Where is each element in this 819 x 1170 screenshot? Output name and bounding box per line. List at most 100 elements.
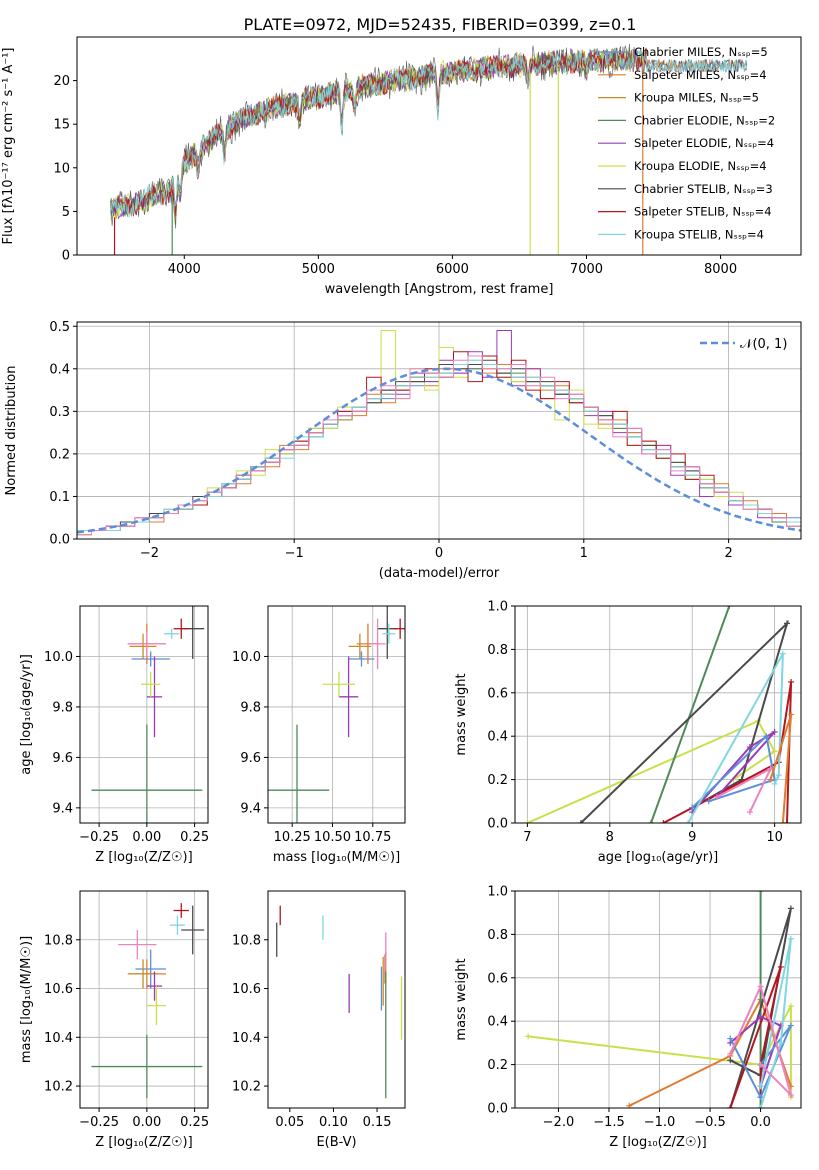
errorbar-point xyxy=(146,971,163,1001)
weight-point-marker xyxy=(783,820,790,823)
errorbar-point xyxy=(382,623,396,644)
weight-point-marker xyxy=(685,820,692,823)
x-axis-label: wavelength [Angstrom, rest frame] xyxy=(325,282,554,297)
plot-area xyxy=(77,330,801,539)
legend-label: Kroupa ELODIE, Nₛₛₚ=4 xyxy=(634,159,767,173)
panel-mass_weight_vs_Z: −2.0 −1.5 −1.0 −0.5 0.0 0.0 0.2 0.4 0.6 0.8 1.0 Z [… xyxy=(454,885,802,1150)
axes-overlay: −0.25 0.00 0.25 10.2 10.4 10.6 10.8 Z [log₁₀(Z/… xyxy=(19,890,209,1150)
y-tick-label: 9.6 xyxy=(240,751,261,766)
weight-point-marker xyxy=(757,891,764,894)
x-tick-label: 0.10 xyxy=(319,1115,348,1130)
y-tick-label: 1.0 xyxy=(487,885,508,900)
panel-mass_vs_Z: −0.25 0.00 0.25 10.2 10.4 10.6 10.8 Z [log₁₀(Z/… xyxy=(19,890,209,1150)
weight-point-marker xyxy=(757,983,764,990)
x-tick-label: 0.00 xyxy=(132,830,161,845)
plot-area xyxy=(524,606,795,823)
y-tick-label: 0.4 xyxy=(487,1015,508,1030)
errorbar-point xyxy=(393,618,405,639)
errorbar-point xyxy=(338,656,359,738)
weight-point-marker xyxy=(757,1013,764,1020)
x-axis-label: Z [log₁₀(Z/Z☉)] xyxy=(95,1135,192,1150)
x-tick-label: 8 xyxy=(606,830,614,845)
y-tick-label: 10.4 xyxy=(44,1031,73,1046)
axes-overlay: −2.0 −1.5 −1.0 −0.5 0.0 0.0 0.2 0.4 0.6 0.8 1.0 Z [… xyxy=(454,885,802,1150)
weight-point-marker xyxy=(787,1003,794,1010)
plot-area xyxy=(525,891,794,1108)
y-tick-label: 0.3 xyxy=(49,405,70,420)
y-tick-label: 9.8 xyxy=(52,700,73,715)
axes-overlay: 4000 5000 6000 7000 8000 0 5 10 15 20 wavelength [… xyxy=(1,36,802,297)
axes-overlay: 10.25 10.50 10.75 9.4 9.6 9.8 10.0 mass [log₁₀(… xyxy=(232,605,406,865)
x-tick-label: −2.0 xyxy=(543,1115,575,1130)
weight-point-marker xyxy=(705,798,712,805)
plot-area xyxy=(91,606,205,823)
y-tick-label: 0.5 xyxy=(49,320,70,335)
x-axis-label: Z [log₁₀(Z/Z☉)] xyxy=(95,850,192,865)
x-tick-label: 0.15 xyxy=(363,1115,392,1130)
panel-mass_weight_vs_age: 7 8 9 10 0.0 0.2 0.4 0.6 0.8 1.0 age [log₁₀(age/yr… xyxy=(454,600,802,865)
panel-age_vs_Z: −0.25 0.00 0.25 9.4 9.6 9.8 10.0 Z [log₁₀(Z/Z☉)… xyxy=(19,605,209,865)
histogram-series-step xyxy=(77,355,801,539)
errorbar-point xyxy=(146,986,166,1026)
errorbar-point xyxy=(135,949,166,989)
panel-age_vs_mass: 10.25 10.50 10.75 9.4 9.6 9.8 10.0 mass [log₁₀(… xyxy=(232,605,406,865)
errorbar-point xyxy=(91,724,203,823)
weight-point-marker xyxy=(757,1105,764,1108)
y-tick-label: 9.8 xyxy=(240,700,261,715)
y-tick-label: 10.2 xyxy=(44,1080,73,1095)
x-tick-label: 4000 xyxy=(168,262,201,277)
axes-frame xyxy=(514,890,802,1109)
errorbar-point xyxy=(181,905,205,955)
x-tick-label: 10.75 xyxy=(354,830,391,845)
errorbar-point xyxy=(268,724,330,823)
weight-point-marker xyxy=(757,1061,764,1068)
y-axis-label: Flux [fλ10⁻¹⁷ erg cm⁻² s⁻¹ A⁻¹] xyxy=(1,48,16,245)
axes-frame xyxy=(76,36,802,256)
spectrum-series-line xyxy=(110,47,647,225)
x-tick-label: 7 xyxy=(523,830,531,845)
y-tick-label: 10.0 xyxy=(232,650,261,665)
weight-point-marker xyxy=(788,678,795,685)
x-tick-label: 10.25 xyxy=(274,830,311,845)
errorbar-point xyxy=(164,628,180,639)
weight-point-marker xyxy=(771,748,778,755)
x-tick-label: −1 xyxy=(285,546,304,561)
errorbar-point xyxy=(348,633,372,659)
legend-label: Salpeter ELODIE, Nₛₛₚ=4 xyxy=(634,136,774,150)
weight-point-marker xyxy=(771,780,778,787)
y-tick-label: 0.0 xyxy=(49,533,70,548)
axes-overlay: −2 −1 0 1 2 0.0 0.1 0.2 0.3 0.4 0.5 (data-model)/er… xyxy=(4,320,802,581)
x-tick-label: 2 xyxy=(724,546,732,561)
weight-point-marker xyxy=(779,820,786,823)
errorbar-point xyxy=(129,959,157,989)
weight-point-marker xyxy=(689,804,696,811)
weight-point-marker xyxy=(783,620,790,627)
x-tick-label: −0.25 xyxy=(79,830,119,845)
weight-point-marker xyxy=(726,606,733,609)
legend: Chabrier MILES, Nₛₛₚ=5 Salpeter MILES, Nₛ… xyxy=(598,45,775,241)
x-tick-label: 10.50 xyxy=(314,830,351,845)
errorbar-point xyxy=(173,618,189,639)
x-tick-label: −0.5 xyxy=(694,1115,726,1130)
errorbar-point xyxy=(146,656,163,738)
x-tick-label: 0.25 xyxy=(180,830,209,845)
errorbar-point xyxy=(127,631,166,657)
weight-point-marker xyxy=(775,772,782,779)
y-tick-label: 0.1 xyxy=(49,490,70,505)
errorbar-point xyxy=(173,903,189,918)
y-tick-label: 0.0 xyxy=(487,1102,508,1117)
y-tick-label: 10.2 xyxy=(232,1080,261,1095)
weight-point-marker xyxy=(787,1091,794,1098)
panel-spectrum: 4000 5000 6000 7000 8000 0 5 10 15 20 wavelength [… xyxy=(1,36,802,297)
y-tick-label: 9.4 xyxy=(240,801,261,816)
weight-point-marker xyxy=(777,963,784,970)
errorbar-point xyxy=(129,633,157,659)
weight-point-marker xyxy=(767,765,774,772)
spectrum-series-line xyxy=(110,47,748,218)
y-tick-label: 10.8 xyxy=(232,933,261,948)
y-tick-label: 0.0 xyxy=(487,817,508,832)
y-axis-label: Normed distribution xyxy=(4,366,19,496)
weight-point-marker xyxy=(779,650,786,657)
plot-area xyxy=(276,905,403,1099)
